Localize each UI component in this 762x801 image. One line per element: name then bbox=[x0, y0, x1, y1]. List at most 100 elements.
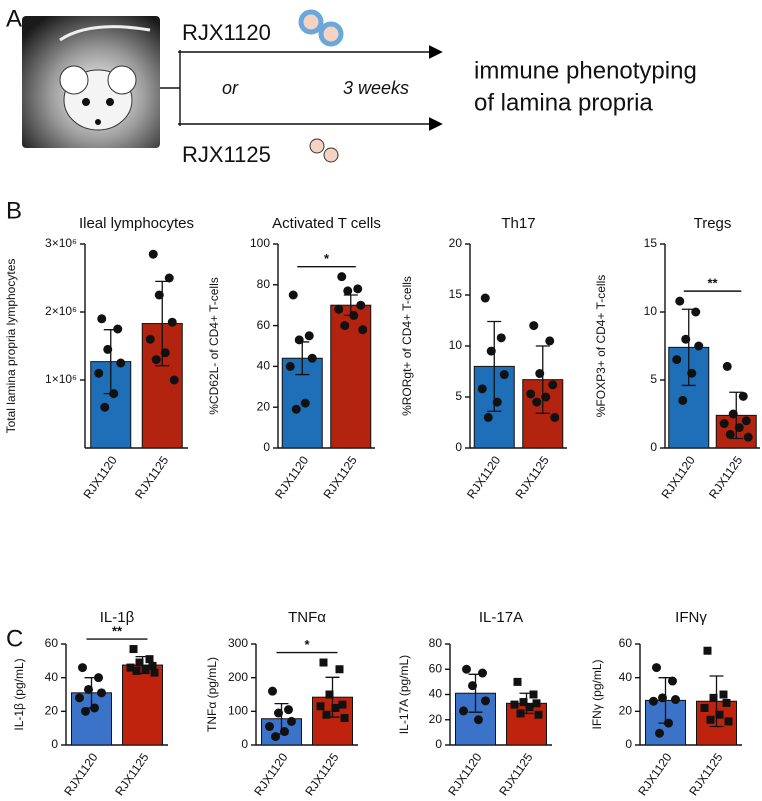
data-point bbox=[719, 419, 729, 429]
chart-title: Th17 bbox=[501, 215, 535, 232]
data-point bbox=[169, 375, 179, 385]
panel-label: B bbox=[6, 197, 22, 224]
data-point bbox=[468, 681, 477, 691]
data-point bbox=[492, 397, 502, 407]
data-point bbox=[150, 668, 159, 677]
data-point bbox=[462, 664, 471, 674]
x-tick-label: RJX1120 bbox=[659, 453, 698, 501]
significance-label: ** bbox=[707, 276, 718, 291]
y-tick-label: 60 bbox=[429, 661, 443, 675]
data-point bbox=[652, 663, 661, 673]
data-point bbox=[109, 389, 119, 399]
chart-title: IL-17A bbox=[479, 609, 523, 626]
x-tick-label: RJX1125 bbox=[706, 453, 745, 501]
data-point bbox=[478, 668, 487, 678]
data-point bbox=[353, 284, 363, 294]
x-tick-label: RJX1125 bbox=[132, 453, 171, 501]
y-axis-label: %FOXP3+ of CD4+ T-cells bbox=[594, 275, 608, 418]
data-point bbox=[728, 409, 738, 419]
data-point bbox=[307, 353, 317, 363]
data-point bbox=[486, 346, 496, 356]
y-tick-label: 0 bbox=[435, 737, 442, 751]
data-point bbox=[480, 293, 490, 303]
y-tick-label: 20 bbox=[257, 399, 271, 413]
data-point bbox=[734, 423, 744, 433]
data-point bbox=[678, 395, 688, 405]
y-axis-label: IL-17A (pg/mL) bbox=[397, 655, 411, 734]
data-point bbox=[78, 663, 87, 673]
data-point bbox=[743, 432, 753, 442]
strain-label: RJX1125 bbox=[182, 142, 271, 167]
data-point bbox=[681, 334, 691, 344]
data-point bbox=[550, 412, 560, 422]
panel-label: C bbox=[6, 625, 23, 652]
data-point bbox=[90, 703, 99, 713]
data-point bbox=[274, 708, 283, 718]
data-point bbox=[658, 693, 667, 703]
data-point bbox=[294, 335, 304, 345]
data-point bbox=[291, 404, 301, 414]
duration-label: 3 weeks bbox=[343, 78, 409, 98]
data-point bbox=[304, 331, 314, 341]
y-tick-label: 80 bbox=[257, 277, 271, 291]
data-point bbox=[287, 716, 296, 726]
data-point bbox=[100, 402, 110, 412]
data-point bbox=[724, 717, 733, 726]
y-tick-label: 100 bbox=[228, 704, 248, 718]
y-tick-label: 60 bbox=[257, 318, 271, 332]
data-point bbox=[526, 389, 536, 399]
data-point bbox=[141, 665, 150, 674]
chart-title: IL-1β bbox=[100, 609, 135, 626]
data-point bbox=[338, 700, 347, 709]
data-point bbox=[474, 715, 483, 725]
y-tick-label: 80 bbox=[429, 636, 443, 650]
data-point bbox=[151, 355, 161, 365]
x-tick-label: RJX1120 bbox=[61, 750, 100, 798]
data-point bbox=[325, 690, 334, 699]
y-tick-label: 0 bbox=[625, 737, 632, 751]
outcome-label: immune phenotyping bbox=[474, 57, 697, 84]
data-point bbox=[280, 727, 289, 737]
data-point bbox=[349, 310, 359, 320]
data-point bbox=[496, 333, 506, 343]
y-tick-label: 40 bbox=[45, 670, 59, 684]
data-point bbox=[97, 314, 107, 324]
y-axis-label: %RORgt+ of CD4+ T-cells bbox=[400, 276, 414, 416]
x-tick-label: RJX1125 bbox=[321, 453, 360, 501]
or-label: or bbox=[222, 78, 239, 98]
y-tick-label: 0 bbox=[263, 440, 270, 454]
data-point bbox=[160, 348, 170, 358]
y-tick-label: 2×10⁶ bbox=[45, 304, 77, 318]
arrows bbox=[160, 45, 443, 131]
y-tick-label: 60 bbox=[45, 636, 59, 650]
data-point bbox=[525, 703, 534, 712]
data-point bbox=[655, 728, 664, 738]
data-point bbox=[741, 416, 751, 426]
significance-label: * bbox=[324, 251, 330, 266]
data-point bbox=[319, 658, 328, 667]
data-point bbox=[285, 361, 295, 371]
data-point bbox=[477, 384, 487, 394]
chart-title: IFNγ bbox=[675, 609, 707, 626]
significance-label: ** bbox=[112, 623, 123, 638]
y-tick-label: 40 bbox=[619, 670, 633, 684]
data-point bbox=[534, 710, 543, 719]
y-tick-label: 15 bbox=[449, 287, 463, 301]
data-point bbox=[268, 686, 277, 696]
x-tick-label: RJX1120 bbox=[81, 453, 120, 501]
data-point bbox=[532, 397, 542, 407]
y-axis-label: IFNγ (pg/mL) bbox=[590, 659, 604, 729]
data-point bbox=[322, 710, 331, 719]
data-point bbox=[529, 321, 539, 331]
data-point bbox=[164, 273, 174, 283]
y-tick-label: 5 bbox=[455, 389, 462, 403]
data-point bbox=[337, 272, 347, 282]
data-point bbox=[725, 429, 735, 439]
y-tick-label: 15 bbox=[644, 236, 658, 250]
data-point bbox=[694, 341, 704, 351]
data-point bbox=[148, 249, 158, 259]
data-point bbox=[706, 715, 715, 724]
y-axis-label: Total lamina propria lymphocytes bbox=[4, 259, 18, 434]
data-point bbox=[722, 361, 732, 371]
